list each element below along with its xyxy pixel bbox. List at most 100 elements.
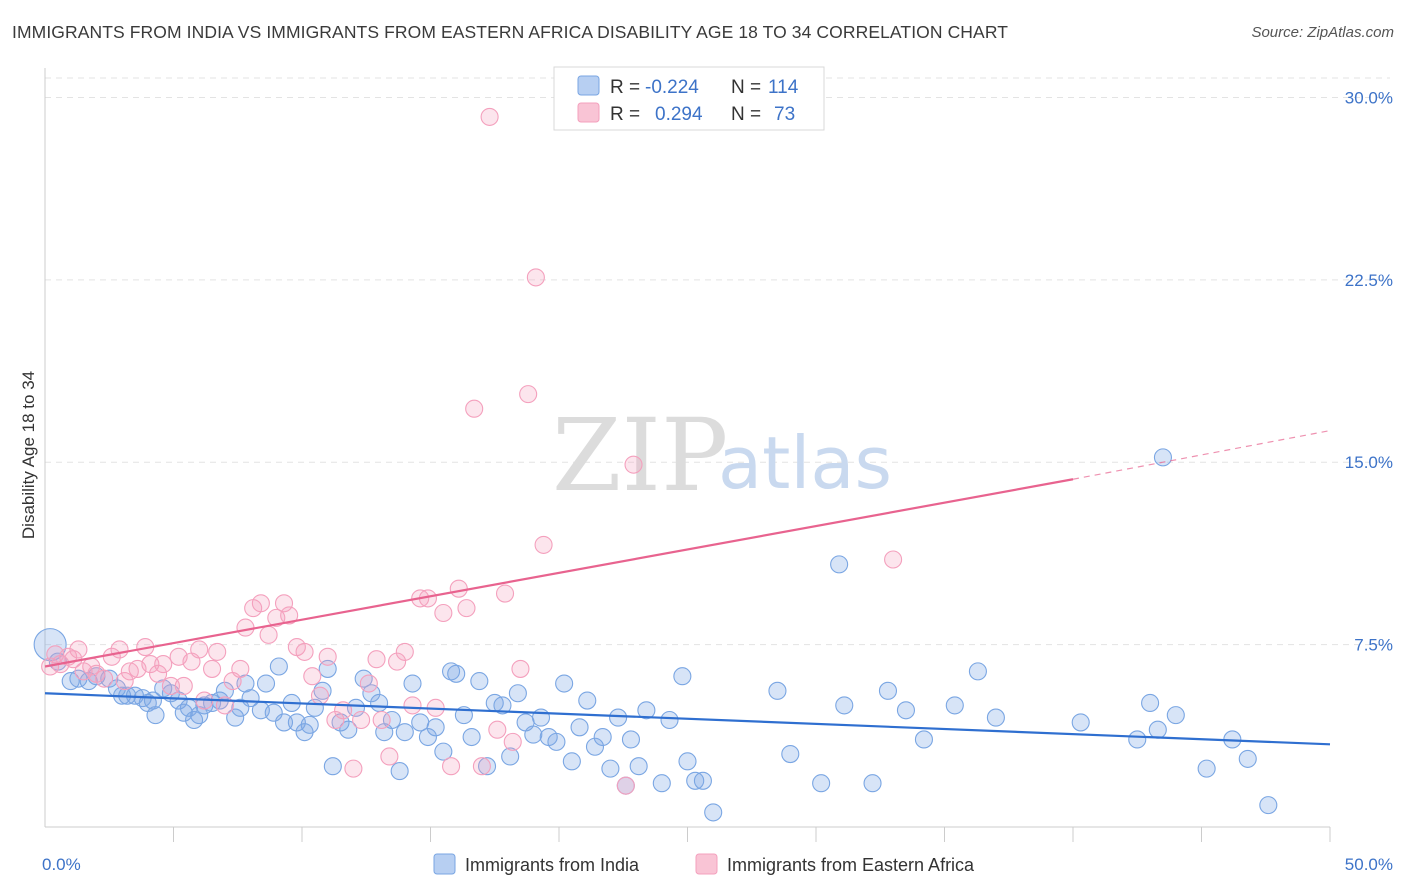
legend-swatch-eastern-africa bbox=[577, 102, 600, 123]
data-point-india bbox=[585, 737, 605, 756]
data-point-india bbox=[146, 706, 165, 725]
data-point-india bbox=[945, 696, 964, 715]
data-point-india bbox=[274, 713, 294, 732]
data-point-india bbox=[508, 684, 527, 703]
data-point-eastern-africa bbox=[519, 385, 538, 404]
data-point-india bbox=[185, 710, 204, 730]
data-point-india bbox=[830, 555, 849, 574]
data-point-eastern-africa bbox=[295, 642, 314, 661]
data-point-india bbox=[477, 757, 497, 776]
data-point-india bbox=[704, 803, 723, 822]
y-tick-label: 15.0% bbox=[1345, 453, 1393, 472]
y-tick-label: 7.5% bbox=[1354, 636, 1393, 655]
data-point-eastern-africa bbox=[280, 606, 299, 625]
data-point-india bbox=[621, 730, 641, 749]
data-point-india bbox=[835, 696, 854, 715]
data-point-india bbox=[493, 696, 512, 715]
data-point-eastern-africa bbox=[303, 667, 322, 686]
data-point-eastern-africa bbox=[359, 674, 378, 693]
data-point-india bbox=[968, 662, 987, 681]
data-point-india bbox=[660, 710, 679, 730]
data-point-india bbox=[382, 710, 402, 730]
data-point-india bbox=[609, 708, 628, 727]
data-point-eastern-africa bbox=[434, 603, 453, 623]
data-point-india bbox=[1141, 693, 1160, 713]
data-point-india bbox=[863, 774, 882, 793]
data-point-eastern-africa bbox=[95, 669, 114, 688]
data-point-india bbox=[462, 727, 481, 747]
data-point-india bbox=[323, 757, 342, 776]
data-point-eastern-africa bbox=[352, 710, 371, 730]
data-point-eastern-africa bbox=[208, 642, 227, 661]
data-point-eastern-africa bbox=[149, 664, 168, 683]
data-point-india bbox=[339, 720, 358, 739]
data-point-india bbox=[434, 742, 453, 761]
data-point-india bbox=[390, 762, 409, 781]
axes bbox=[44, 68, 1331, 842]
x-tick-label: 50.0% bbox=[1345, 855, 1393, 874]
data-point-india bbox=[226, 708, 245, 727]
data-point-eastern-africa bbox=[251, 594, 270, 613]
data-point-india bbox=[354, 669, 373, 688]
data-point-india bbox=[1128, 730, 1147, 749]
y-tick-label: 22.5% bbox=[1345, 271, 1393, 290]
legend-r-label-india: R = bbox=[610, 77, 640, 98]
data-point-eastern-africa bbox=[372, 710, 391, 730]
data-point-india bbox=[896, 701, 916, 720]
data-point-india bbox=[442, 662, 461, 681]
data-point-eastern-africa bbox=[154, 655, 173, 674]
watermark-zip: ZIP bbox=[552, 397, 728, 514]
data-point-india bbox=[531, 708, 551, 727]
data-point-eastern-africa bbox=[236, 618, 255, 637]
legend-n-label-india: N = bbox=[731, 77, 761, 98]
data-point-eastern-africa bbox=[141, 655, 160, 674]
data-point-eastern-africa bbox=[472, 757, 491, 776]
data-point-india bbox=[1166, 706, 1185, 725]
data-point-india bbox=[652, 774, 671, 793]
data-point-india bbox=[470, 672, 489, 691]
data-point-eastern-africa bbox=[457, 599, 476, 618]
legend-r-value-eastern-africa: 0.294 bbox=[655, 104, 703, 125]
data-point-eastern-africa bbox=[310, 686, 330, 705]
data-point-india bbox=[395, 723, 414, 742]
data-point-india bbox=[426, 718, 445, 737]
data-point-india bbox=[501, 747, 520, 766]
data-point-india bbox=[555, 674, 574, 693]
data-point-india bbox=[1238, 749, 1257, 768]
data-point-india bbox=[1148, 720, 1167, 739]
data-point-india bbox=[524, 725, 543, 744]
data-point-india bbox=[812, 774, 831, 793]
data-point-india bbox=[313, 681, 332, 700]
data-point-india bbox=[1071, 713, 1090, 732]
data-point-india bbox=[570, 718, 589, 737]
data-point-india bbox=[547, 732, 566, 751]
data-point-india bbox=[686, 771, 705, 790]
data-point-india bbox=[693, 771, 712, 790]
data-point-india bbox=[781, 744, 800, 764]
chart-title: IMMIGRANTS FROM INDIA VS IMMIGRANTS FROM… bbox=[12, 22, 1009, 42]
data-point-india bbox=[403, 674, 422, 693]
data-point-india bbox=[256, 674, 276, 693]
data-point-eastern-africa bbox=[503, 732, 522, 751]
legend-r-label-eastern-africa: R = bbox=[610, 104, 640, 125]
bottom-legend-swatch-eastern-africa bbox=[695, 853, 718, 875]
watermark-atlas: atlas bbox=[718, 421, 892, 505]
trend-line-india bbox=[44, 692, 1331, 746]
tick-labels: 7.5% 15.0% 22.5% 30.0% 0.0% 50.0% bbox=[42, 88, 1393, 874]
bottom-legend-swatch-india bbox=[433, 853, 456, 875]
data-point-eastern-africa bbox=[380, 747, 399, 766]
data-point-eastern-africa bbox=[624, 455, 643, 474]
trend-lines bbox=[44, 430, 1331, 746]
data-point-eastern-africa bbox=[616, 776, 635, 795]
data-point-india bbox=[593, 727, 612, 747]
y-tick-label: 30.0% bbox=[1345, 88, 1393, 107]
data-point-eastern-africa bbox=[526, 268, 545, 287]
data-point-eastern-africa bbox=[69, 640, 88, 659]
data-point-eastern-africa bbox=[318, 647, 337, 666]
data-point-eastern-africa bbox=[388, 652, 407, 671]
data-point-india bbox=[370, 693, 389, 713]
data-point-eastern-africa bbox=[395, 642, 414, 661]
data-point-eastern-africa bbox=[884, 550, 903, 569]
data-point-india bbox=[601, 759, 620, 778]
data-point-eastern-africa bbox=[488, 720, 507, 739]
